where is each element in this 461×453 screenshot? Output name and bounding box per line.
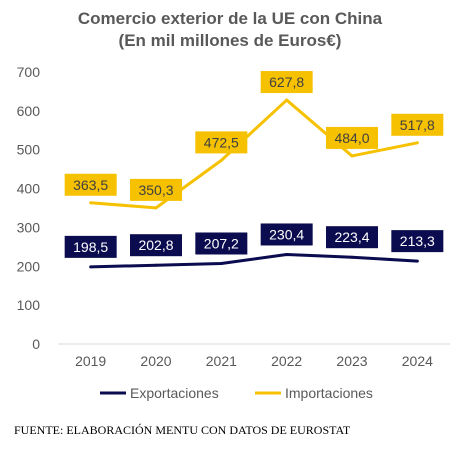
x-tick-label: 2023 (336, 353, 367, 369)
data-label: 198,5 (64, 235, 117, 258)
y-tick-label: 100 (17, 297, 41, 313)
data-label: 213,3 (391, 230, 444, 253)
data-label-box (195, 232, 248, 255)
y-axis: 0 100 200 300 400 500 600 700 (17, 64, 41, 352)
data-label: 627,8 (260, 71, 313, 94)
series-line-exportaciones (90, 252, 418, 269)
data-label-box (130, 178, 182, 201)
legend-item: Exportaciones (100, 385, 219, 401)
line-chart: Comercio exterior de la UE con China (En… (17, 9, 450, 401)
data-labels: 198,5 202,8 207,2 230,4 223,4 213,3 363,5 350,3… (64, 71, 444, 258)
legend-label: Importaciones (285, 385, 373, 401)
data-point (350, 154, 354, 158)
data-label-box (391, 230, 444, 253)
data-label-text: 207,2 (204, 235, 239, 251)
legend: Exportaciones Importaciones (100, 385, 373, 401)
y-tick-label: 600 (17, 103, 41, 119)
data-label-text: 202,8 (138, 237, 173, 253)
data-point (219, 158, 223, 162)
data-label-text: 363,5 (73, 177, 108, 193)
series-lines (89, 98, 419, 269)
x-tick-label: 2024 (402, 353, 433, 369)
data-label: 207,2 (195, 232, 248, 255)
data-label-box (64, 173, 117, 196)
data-label-box (260, 71, 313, 94)
data-label-text: 230,4 (269, 226, 304, 242)
data-label-text: 627,8 (269, 74, 304, 90)
x-tick-label: 2019 (75, 353, 106, 369)
data-label-text: 472,5 (204, 134, 239, 150)
x-tick-label: 2022 (271, 353, 302, 369)
data-label-text: 517,8 (400, 117, 435, 133)
data-label-box (64, 235, 117, 258)
data-label-box (130, 234, 182, 257)
data-label: 472,5 (195, 131, 248, 154)
data-label-text: 350,3 (138, 182, 173, 198)
data-point (89, 265, 93, 269)
y-tick-label: 400 (17, 181, 41, 197)
source-note: FUENTE: ELABORACIÓN MENTU CON DATOS DE E… (14, 423, 351, 437)
data-label: 230,4 (260, 223, 313, 246)
x-tick-label: 2021 (206, 353, 237, 369)
chart-subtitle: (En mil millones de Euros€) (119, 31, 342, 50)
data-point (219, 261, 223, 265)
x-tick-label: 2020 (140, 353, 171, 369)
data-label-box (195, 131, 248, 154)
x-axis: 2019 2020 2021 2022 2023 2024 (58, 343, 450, 369)
chart-title: Comercio exterior de la UE con China (78, 9, 383, 28)
data-point (415, 259, 419, 263)
legend-label: Exportaciones (130, 385, 219, 401)
data-label-text: 198,5 (73, 239, 108, 255)
y-tick-label: 0 (32, 336, 40, 352)
data-label-box (326, 226, 378, 249)
data-point (154, 263, 158, 267)
y-tick-label: 300 (17, 219, 41, 235)
y-tick-label: 200 (17, 258, 41, 274)
data-label-text: 223,4 (334, 229, 369, 245)
data-point (89, 201, 93, 205)
data-label-text: 484,0 (334, 130, 369, 146)
data-label-text: 213,3 (400, 233, 435, 249)
data-label-box (260, 223, 313, 246)
data-label: 350,3 (130, 178, 182, 201)
series-line-importaciones (90, 98, 418, 210)
y-tick-label: 500 (17, 142, 41, 158)
data-point (154, 206, 158, 210)
data-label: 202,8 (130, 234, 182, 257)
y-tick-label: 700 (17, 64, 41, 80)
data-label: 517,8 (391, 113, 444, 136)
data-label: 223,4 (326, 226, 378, 249)
data-point (285, 252, 289, 256)
data-point (415, 141, 419, 145)
data-point (350, 255, 354, 259)
data-label: 363,5 (64, 173, 117, 196)
data-label-box (326, 126, 378, 149)
legend-item: Importaciones (255, 385, 373, 401)
data-label-box (391, 113, 444, 136)
data-point (285, 98, 289, 102)
data-label: 484,0 (326, 126, 378, 149)
